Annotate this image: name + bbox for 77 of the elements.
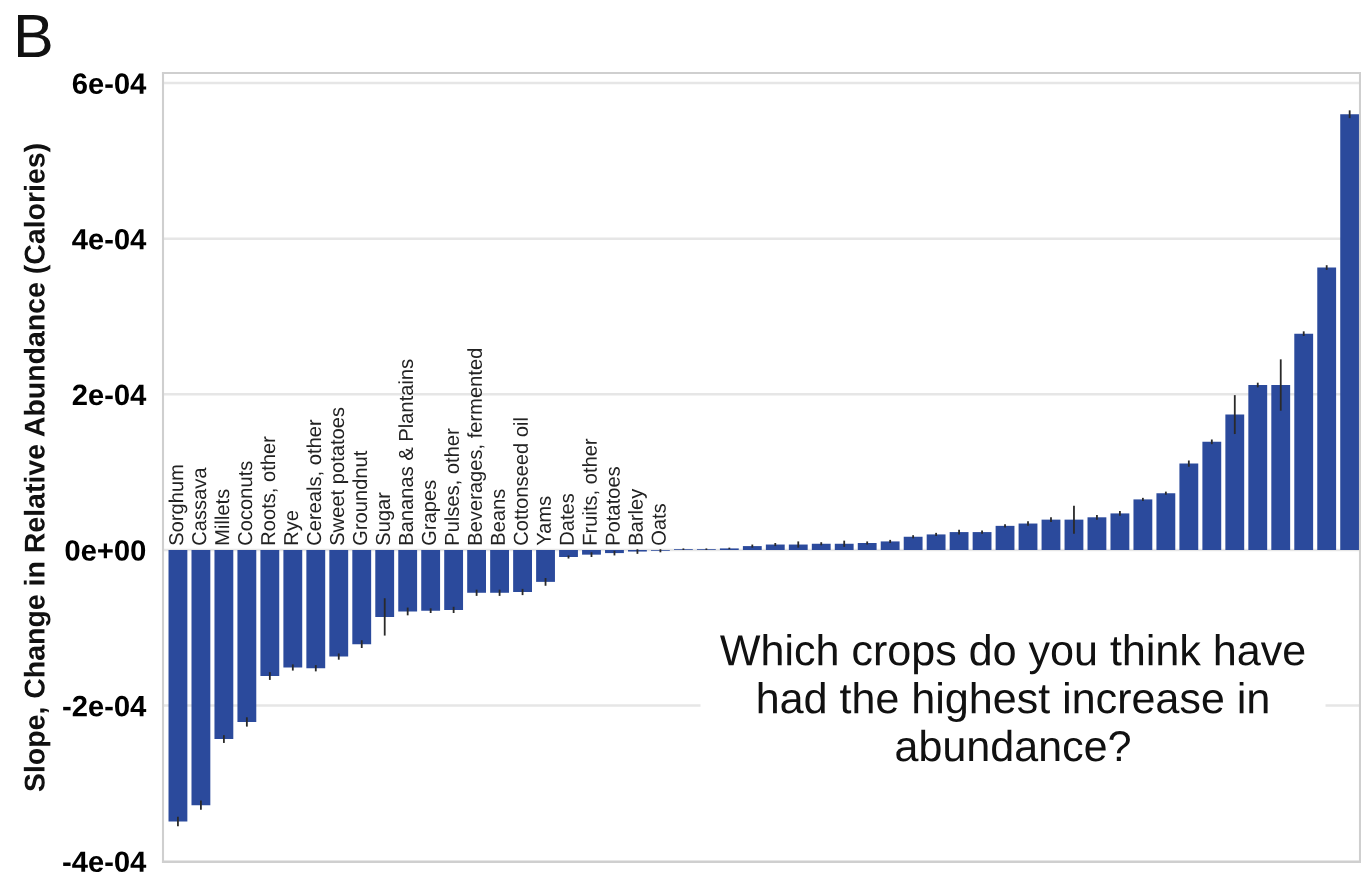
bar <box>1225 414 1245 550</box>
x-tick-label: Grapes <box>421 480 441 545</box>
bar <box>398 549 418 612</box>
bar <box>421 549 441 611</box>
bar <box>329 549 349 657</box>
bar <box>283 549 303 668</box>
bar <box>352 549 372 645</box>
y-axis-title: Slope, Change in Relative Abundance (Calories) <box>23 144 51 792</box>
bar <box>1064 519 1084 550</box>
bar <box>972 532 992 550</box>
bar <box>559 549 578 557</box>
bar <box>1156 493 1176 550</box>
x-tick-label: Sorghum <box>168 465 188 545</box>
bar <box>605 549 624 554</box>
bar <box>1271 385 1291 550</box>
x-tick-label: Pulses, other <box>444 428 462 545</box>
bar <box>1179 463 1199 550</box>
x-tick-label: Beverages, fermented <box>467 348 486 545</box>
bar <box>306 549 326 669</box>
y-tick-label: -4e-04 <box>63 851 147 873</box>
annotation: Which crops do you think have had the highest increase in abundance? <box>720 634 1305 762</box>
bar <box>467 549 487 593</box>
x-tick-label: Sweet potatoes <box>329 407 349 545</box>
bar <box>237 549 257 722</box>
bar <box>811 543 831 550</box>
bar <box>191 549 211 806</box>
bar <box>1018 523 1038 550</box>
y-tick-label: 0e+00 <box>65 540 146 561</box>
bar <box>995 525 1015 550</box>
bar <box>903 536 923 550</box>
bar <box>949 532 969 550</box>
bar <box>880 541 900 550</box>
bar <box>1248 385 1268 550</box>
bar <box>742 546 762 550</box>
x-tick-label: Cassava <box>192 467 207 545</box>
bar <box>1133 499 1153 550</box>
x-tick-label: Fruits, other <box>582 438 600 545</box>
bar <box>375 549 395 617</box>
x-tick-label: Groundnut <box>352 450 368 545</box>
bar <box>214 549 234 740</box>
bar <box>1110 513 1130 550</box>
x-tick-label: Millets <box>214 489 230 545</box>
text: B <box>18 14 51 57</box>
y-tick-label: -2e-04 <box>63 695 147 717</box>
bar <box>168 549 188 822</box>
x-tick-label: Roots, other <box>260 436 278 545</box>
bar <box>444 549 464 610</box>
x-tick-label: Barley <box>628 488 647 545</box>
bar <box>490 549 509 593</box>
x-tick-label: Sugar <box>375 492 395 545</box>
bar <box>1041 519 1061 550</box>
y-tick-label: 2e-04 <box>72 384 147 406</box>
bar <box>834 543 854 550</box>
x-tick-label: Cottonseed oil <box>513 418 528 545</box>
x-tick-label: Rye <box>284 510 303 545</box>
bar <box>1087 517 1107 550</box>
bar <box>513 549 532 592</box>
bar <box>260 549 280 677</box>
x-tick-label: Yams <box>536 496 551 546</box>
bar <box>765 544 785 550</box>
x-tick-label: Oats <box>651 504 666 545</box>
bar <box>1317 267 1337 550</box>
bar <box>1202 441 1222 550</box>
y-tick-label: 4e-04 <box>72 228 147 250</box>
x-tick-label: Bananas & Plantains <box>398 359 414 545</box>
bar <box>857 542 877 550</box>
bar <box>926 534 946 550</box>
bar <box>1340 114 1360 550</box>
bar <box>1294 333 1314 550</box>
y-tick-label: 6e-04 <box>72 73 147 94</box>
x-tick-label: Beans <box>490 489 505 545</box>
x-tick-label: Cereals, other <box>306 419 324 545</box>
x-tick-label: Coconuts <box>238 461 253 545</box>
bar <box>582 549 601 555</box>
bar <box>536 549 555 582</box>
x-tick-label: Dates <box>559 493 574 545</box>
x-tick-label: Potatoes <box>605 467 620 545</box>
